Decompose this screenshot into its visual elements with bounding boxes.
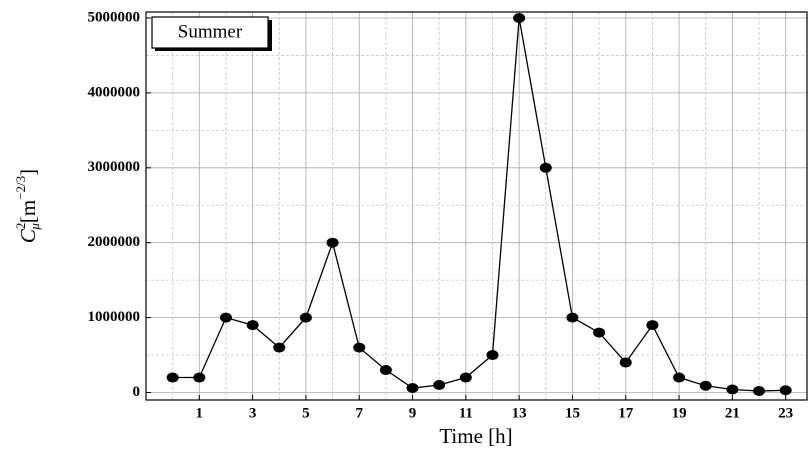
x-tick-label: 21 — [725, 405, 740, 421]
plot-frame — [145, 11, 808, 401]
point — [539, 162, 552, 173]
y-label-unit: [m — [16, 200, 40, 223]
y-axis-label: C2μ[m−2/3] — [13, 169, 42, 243]
y-label-sup: 2 — [13, 223, 28, 230]
point — [246, 320, 259, 331]
x-tick-label: 23 — [778, 405, 793, 421]
x-tick-label: 13 — [512, 405, 527, 421]
point — [486, 350, 499, 361]
annotation: Summer — [178, 21, 243, 42]
point — [459, 372, 472, 383]
marks — [166, 12, 792, 397]
y-label-close: ] — [16, 169, 40, 176]
point — [273, 342, 286, 353]
point — [353, 342, 366, 353]
point — [326, 237, 339, 248]
y-tick-label: 3000000 — [88, 159, 141, 175]
annotation-box — [151, 16, 269, 49]
point — [406, 383, 419, 394]
x-tick-label: 19 — [672, 405, 687, 421]
point — [566, 312, 579, 323]
x-tick-label: 3 — [249, 405, 257, 421]
y-tick-label: 4000000 — [88, 84, 141, 100]
point — [593, 327, 606, 338]
point — [193, 372, 206, 383]
point — [753, 386, 766, 397]
annotation-shadow — [268, 20, 272, 51]
point — [513, 12, 526, 23]
point — [699, 380, 712, 391]
x-tick-label: 5 — [302, 405, 310, 421]
point — [219, 312, 232, 323]
y-tick-label: 1000000 — [88, 309, 141, 325]
y-label-sub: μ — [27, 223, 42, 231]
point — [166, 372, 179, 383]
y-tick-label: 2000000 — [88, 234, 141, 250]
x-tick-label: 15 — [565, 405, 580, 421]
point — [779, 385, 792, 396]
y-tick-label: 5000000 — [88, 9, 141, 25]
x-tick-label: 11 — [459, 405, 473, 421]
point — [726, 384, 739, 395]
point — [646, 320, 659, 331]
point — [379, 365, 392, 376]
annotation-shadow — [155, 48, 272, 51]
point — [433, 380, 446, 391]
y-tick-label: 0 — [133, 384, 141, 400]
y-label-unit-sup: −2/3 — [13, 176, 28, 200]
point — [299, 312, 312, 323]
x-tick-label: 17 — [618, 405, 634, 421]
y-label-base: C — [16, 228, 40, 243]
x-tick-label: 9 — [409, 405, 417, 421]
line — [172, 17, 786, 392]
point — [619, 357, 632, 368]
grid — [146, 12, 807, 400]
point — [673, 372, 686, 383]
x-axis-label: Time [h] — [439, 424, 512, 448]
x-tick-label: 7 — [355, 405, 363, 421]
x-tick-label: 1 — [196, 405, 204, 421]
